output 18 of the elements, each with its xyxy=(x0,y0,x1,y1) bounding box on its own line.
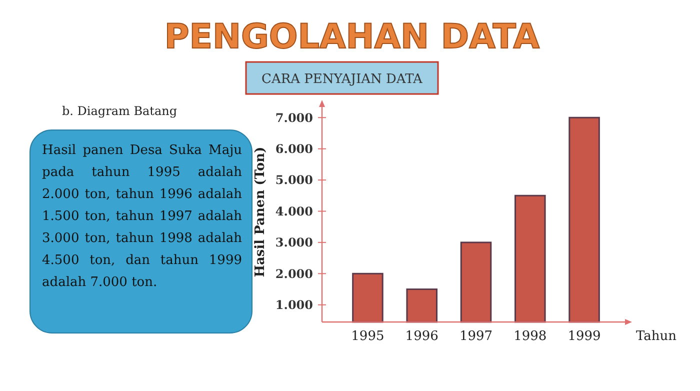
text: Hasil panen Desa Suka Maju pada tahun 1995 adalah 2.000 ton, tahun 1996 adalah 1.500 ton, tahun 1997 adalah 3.000 ton, tahun 1998 adalah 4.500 ton, dan tahun 1999 adalah 7.000 ton. xyxy=(42,142,242,292)
y-axis-title: Hasil Panen (Ton) xyxy=(253,146,268,278)
text: b. Diagram Batang xyxy=(62,104,178,118)
y-tick-label: 6.000 xyxy=(275,142,313,156)
x-tick-label: 1999 xyxy=(568,329,601,344)
chart-title: PENGOLAHAN DATA xyxy=(164,17,540,57)
chart-subtitle: CARA PENYAJIAN DATA xyxy=(262,72,424,87)
y-tick-label: 7.000 xyxy=(275,110,313,125)
y-tick-label: 2.000 xyxy=(275,266,313,281)
x-tick-label: 1995 xyxy=(351,329,384,344)
y-tick-label: 5.000 xyxy=(275,173,313,188)
x-tick-label: 1997 xyxy=(459,329,493,344)
y-tick-label: 4.000 xyxy=(275,204,313,218)
x-axis-title: Tahun xyxy=(636,329,678,344)
x-tick-label: 1996 xyxy=(405,329,438,344)
x-tick-label: 1998 xyxy=(514,329,547,344)
y-tick-label: 3.000 xyxy=(275,236,313,250)
y-tick-label: 1.000 xyxy=(275,298,313,312)
